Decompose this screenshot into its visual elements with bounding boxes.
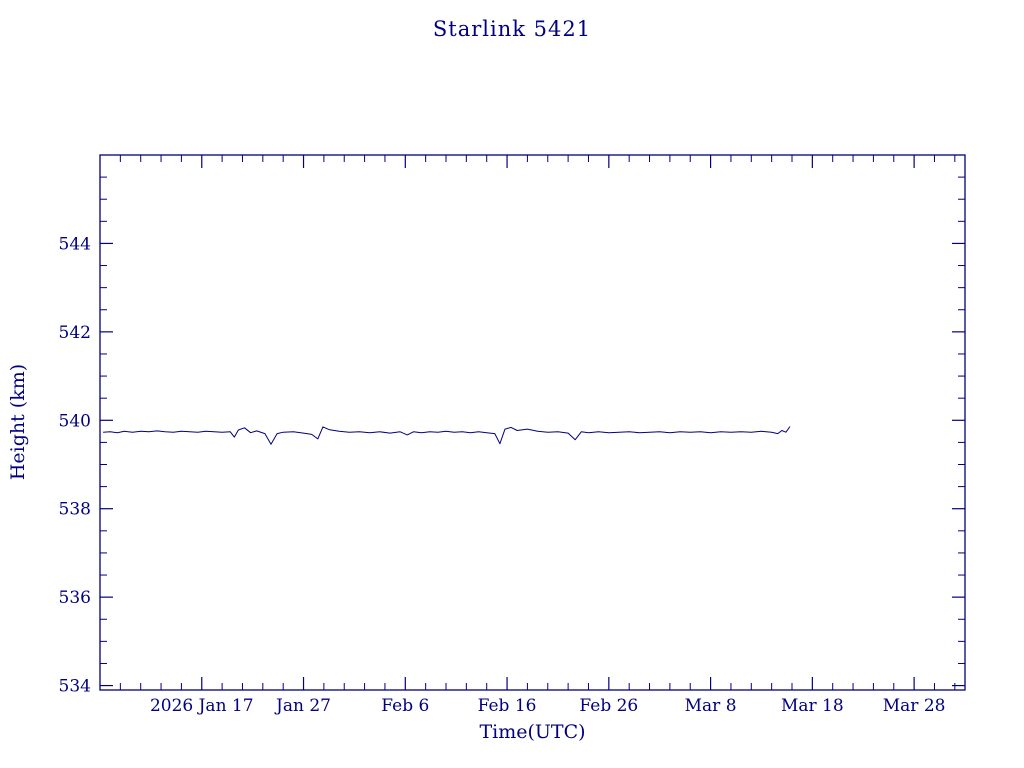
x-tick-label: Mar 8 (685, 696, 737, 716)
y-tick-label: 540 (59, 411, 91, 431)
x-tick-label: 2026 Jan 17 (150, 696, 254, 716)
x-tick-label: Jan 27 (274, 696, 331, 716)
y-tick-label: 534 (59, 677, 91, 697)
y-tick-label: 538 (59, 500, 91, 520)
y-tick-label: 536 (59, 588, 91, 608)
x-axis-label: Time(UTC) (479, 721, 586, 743)
x-tick-label: Feb 6 (381, 696, 429, 716)
x-tick-label: Mar 28 (883, 696, 946, 716)
x-tick-label: Feb 26 (579, 696, 638, 716)
height-series-line (103, 426, 791, 445)
x-tick-label: Mar 18 (781, 696, 844, 716)
plot-frame (99, 154, 966, 691)
y-tick-label: 542 (59, 323, 91, 343)
x-tick-label: Feb 16 (478, 696, 537, 716)
y-tick-label: 544 (59, 234, 91, 254)
chart-title: Starlink 5421 (432, 17, 592, 41)
